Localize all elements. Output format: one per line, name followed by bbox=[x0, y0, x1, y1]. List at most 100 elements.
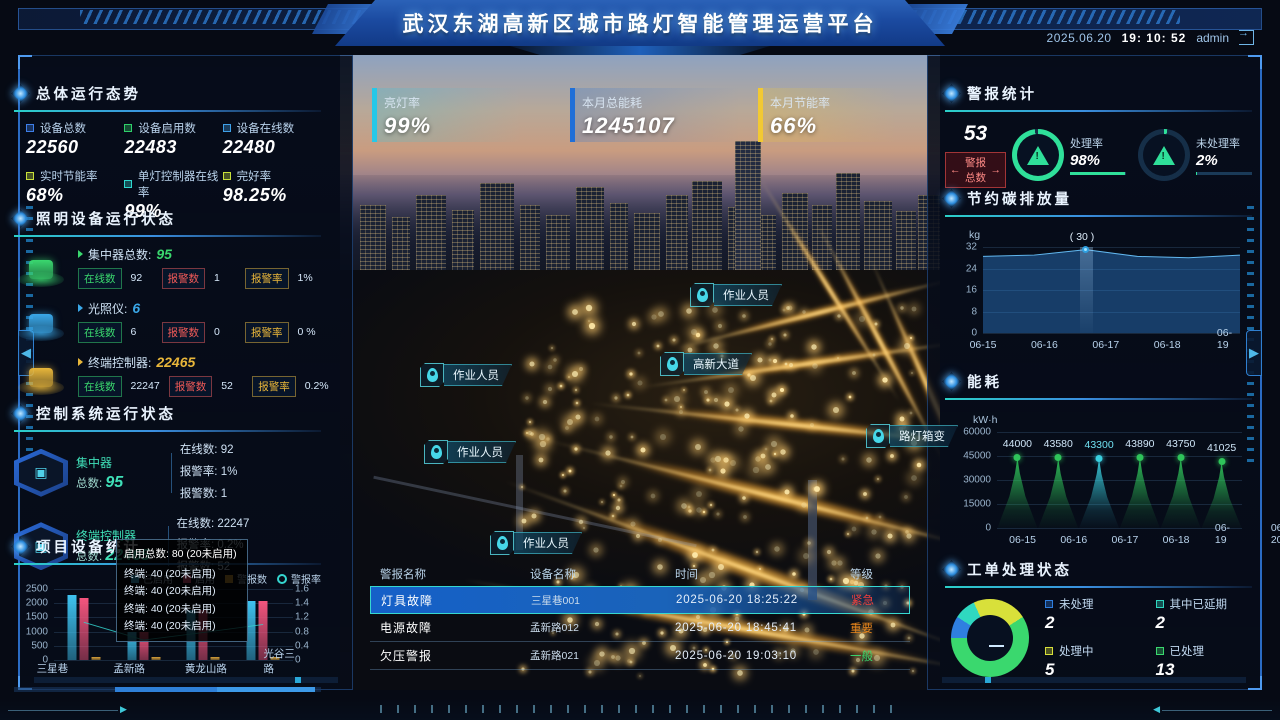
street-lamp[interactable] bbox=[858, 581, 865, 588]
overview-item-value[interactable]: 98.25% bbox=[222, 185, 287, 205]
overview-item-label-row[interactable]: 设备总数 bbox=[26, 120, 124, 136]
street-lamp[interactable] bbox=[742, 314, 746, 318]
street-lamp[interactable] bbox=[852, 371, 856, 375]
control-name-block[interactable]: 集中器 总数: 95 bbox=[76, 454, 163, 492]
workorder-item[interactable]: 其中已延期 2 bbox=[1155, 596, 1253, 633]
street-lamp[interactable] bbox=[882, 377, 888, 383]
control-total-label[interactable]: 总数: bbox=[76, 477, 106, 490]
street-lamp[interactable] bbox=[770, 337, 773, 341]
street-lamp[interactable] bbox=[568, 469, 572, 473]
street-lamp[interactable] bbox=[776, 652, 782, 657]
device-title-row[interactable]: 集中器总数: 95 bbox=[78, 246, 326, 263]
street-lamp[interactable] bbox=[755, 550, 758, 553]
street-lamp[interactable] bbox=[782, 308, 786, 312]
device-chip-row[interactable]: 在线数 22247 报警数 52 报警率 0.2% bbox=[78, 375, 335, 397]
control-alarm[interactable]: 报警数: 1 bbox=[179, 487, 228, 500]
chip-value[interactable]: 52 bbox=[221, 380, 233, 392]
street-lamp[interactable] bbox=[539, 434, 546, 441]
bar[interactable] bbox=[246, 601, 256, 660]
street-lamp[interactable] bbox=[906, 532, 912, 539]
transformer-icon[interactable] bbox=[866, 424, 890, 448]
y-axis-tick[interactable]: 15000 bbox=[963, 498, 991, 510]
street-lamp[interactable] bbox=[680, 406, 683, 409]
map-marker-label[interactable]: 作业人员 bbox=[523, 538, 569, 550]
building[interactable] bbox=[480, 183, 514, 285]
x-axis-tick[interactable]: 光谷三路 bbox=[263, 648, 295, 675]
street-lamp[interactable] bbox=[909, 411, 913, 414]
street-lamp[interactable] bbox=[760, 453, 766, 459]
street-lamp[interactable] bbox=[650, 493, 656, 499]
street-lamp[interactable] bbox=[679, 410, 684, 414]
bar[interactable] bbox=[79, 597, 89, 660]
street-lamp[interactable] bbox=[687, 506, 691, 509]
gauge-ring[interactable] bbox=[1138, 129, 1190, 181]
spike-shape[interactable] bbox=[1079, 458, 1120, 528]
street-lamp[interactable] bbox=[703, 390, 708, 395]
alarm-table[interactable]: 警报名称 设备名称 时间 等级 灯具故障 三星巷001 2025-06-20 18:25:… bbox=[370, 562, 910, 670]
street-lamp[interactable] bbox=[884, 584, 888, 588]
building[interactable] bbox=[896, 211, 916, 285]
kpi-value[interactable]: 1245107 bbox=[582, 113, 675, 138]
street-lamp[interactable] bbox=[783, 333, 787, 337]
y-axis-tick[interactable]: 1500 bbox=[25, 611, 48, 623]
map-marker-label[interactable]: 高新大道 bbox=[693, 359, 739, 371]
street-lamp[interactable] bbox=[629, 372, 633, 376]
street-lamp[interactable] bbox=[613, 494, 616, 497]
street-lamp[interactable] bbox=[887, 533, 893, 539]
street-lamp[interactable] bbox=[688, 508, 692, 513]
control-stats[interactable]: 在线数: 92 报警率: 1% 报警数: 1 bbox=[180, 440, 321, 506]
workorder-item[interactable]: 已处理 13 bbox=[1155, 643, 1253, 680]
kpi-accent-bar[interactable] bbox=[372, 88, 377, 142]
alarm-column-header[interactable]: 警报名称 bbox=[380, 569, 426, 581]
street-lamp[interactable] bbox=[651, 314, 657, 320]
street-lamp[interactable] bbox=[900, 305, 904, 310]
gridline[interactable] bbox=[983, 247, 1240, 248]
workorder-item[interactable]: 未处理 2 bbox=[1045, 596, 1142, 633]
street-lamp[interactable] bbox=[904, 530, 909, 535]
control-name[interactable]: 集中器 bbox=[76, 455, 113, 470]
street-lamp[interactable] bbox=[594, 660, 601, 667]
street-lamp[interactable] bbox=[692, 646, 696, 650]
workorder-value[interactable]: 13 bbox=[1155, 660, 1175, 679]
pin-shape[interactable] bbox=[667, 357, 678, 371]
device-total[interactable]: 6 bbox=[132, 300, 141, 316]
kpi-card-2[interactable]: 本月总能耗 1245107 bbox=[570, 88, 740, 142]
device-body[interactable] bbox=[29, 368, 53, 387]
alarm-time[interactable]: 2025-06-20 18:45:41 bbox=[675, 621, 797, 634]
street-lamp[interactable] bbox=[741, 495, 746, 500]
building[interactable] bbox=[610, 203, 628, 285]
street-lamp[interactable] bbox=[530, 432, 534, 437]
street-lamp[interactable] bbox=[525, 396, 530, 400]
building[interactable] bbox=[836, 173, 860, 285]
x-axis-tick[interactable]: 06-16 bbox=[1030, 339, 1058, 351]
street-lamp[interactable] bbox=[640, 447, 646, 453]
device-name[interactable]: 集中器总数: bbox=[88, 247, 152, 262]
gridline[interactable] bbox=[997, 480, 1242, 481]
chip-label[interactable]: 在线数 bbox=[78, 267, 122, 289]
device-info[interactable]: 集中器总数: 95 在线数 92 报警数 1 报警率 1% bbox=[78, 246, 326, 289]
gauge-bar[interactable] bbox=[1196, 172, 1252, 175]
gridline[interactable] bbox=[983, 268, 1240, 270]
kpi-value[interactable]: 99% bbox=[384, 113, 432, 138]
street-lamp[interactable] bbox=[911, 669, 914, 673]
lighting-device-row[interactable]: 终端控制器: 22465 在线数 22247 报警数 52 报警率 0.2% bbox=[14, 353, 329, 397]
bar-group[interactable] bbox=[67, 589, 101, 660]
street-lamp[interactable] bbox=[856, 657, 861, 663]
street-lamp[interactable] bbox=[783, 625, 789, 632]
overview-item-label[interactable]: 单灯控制器在线率 bbox=[137, 171, 219, 199]
y2-axis-tick[interactable]: 0 bbox=[295, 654, 301, 666]
y2-axis-tick[interactable]: 0.4 bbox=[295, 640, 309, 652]
map-marker-label-plate[interactable]: 作业人员 bbox=[444, 364, 512, 386]
chip-value[interactable]: 22247 bbox=[130, 380, 160, 392]
spike-shape[interactable] bbox=[1201, 462, 1242, 528]
spike-label[interactable]: 41025 bbox=[1206, 442, 1237, 455]
street-lamp[interactable] bbox=[890, 622, 896, 628]
street-lamp[interactable] bbox=[696, 507, 702, 514]
y-axis-tick[interactable]: 60000 bbox=[963, 426, 991, 438]
spike-label[interactable]: 43750 bbox=[1166, 438, 1196, 450]
bar[interactable] bbox=[91, 657, 101, 660]
street-lamp[interactable] bbox=[629, 648, 636, 655]
status-square-icon[interactable] bbox=[222, 172, 231, 180]
chip-value[interactable]: 1% bbox=[297, 272, 313, 284]
street-lamp[interactable] bbox=[585, 304, 593, 312]
